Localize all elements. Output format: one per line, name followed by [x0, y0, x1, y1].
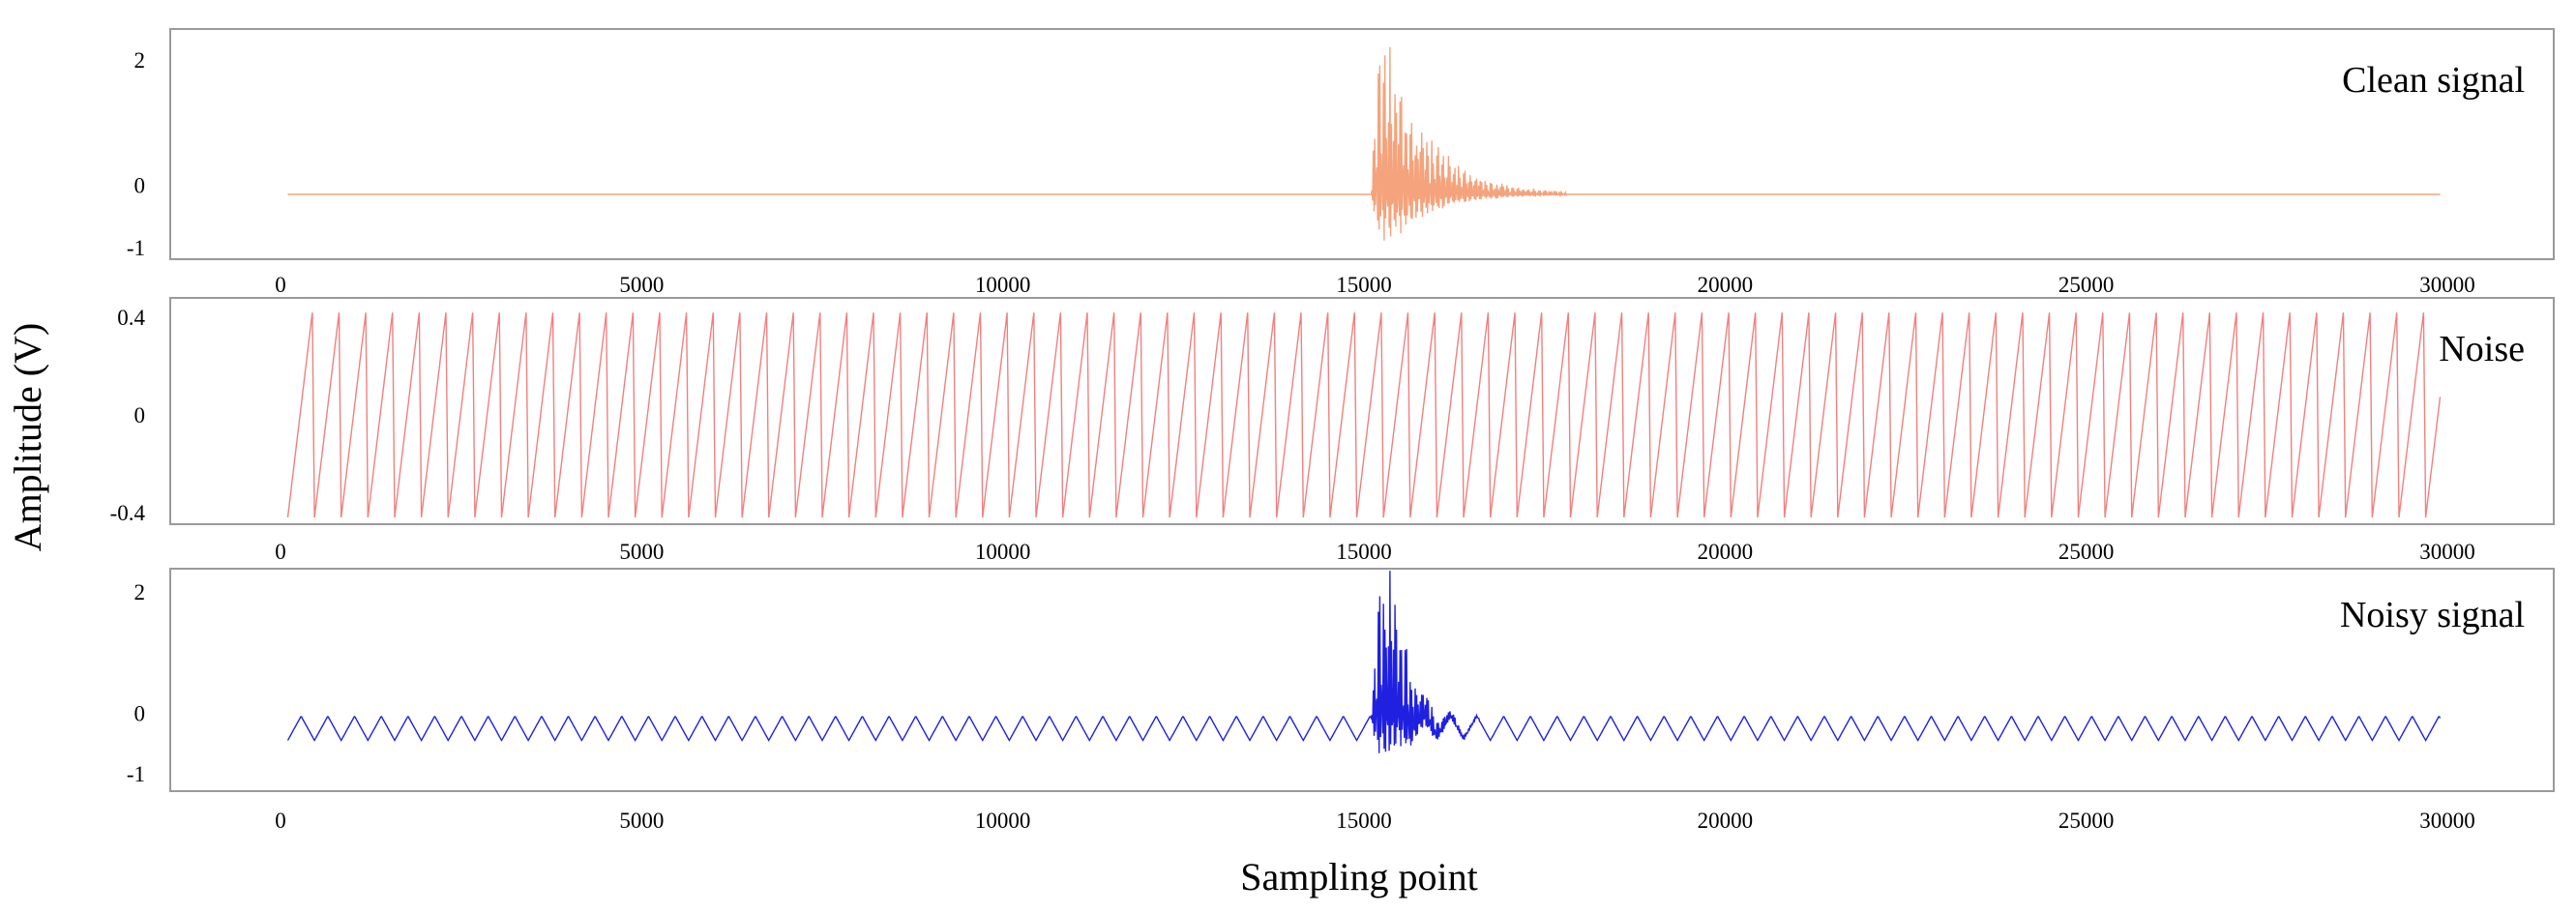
x-tick-label: 30000 — [2419, 540, 2475, 564]
panel-3: 0 5000 10000 15000 20000 25000 30000 2 0 -1 Noisy … — [127, 568, 2555, 833]
x-tick-label: 15000 — [1336, 540, 1392, 564]
x-tick-label: 5000 — [619, 273, 664, 297]
x-axis-title: Sampling point — [1240, 855, 1478, 898]
series-line — [287, 46, 2441, 241]
y-axis-title: Amplitude (V) — [6, 323, 49, 552]
panel-frame — [169, 568, 2555, 792]
panel-2: 0 5000 10000 15000 20000 25000 30000 0.4 0 -0.4 No… — [110, 297, 2555, 564]
x-tick-label: 0 — [275, 273, 286, 297]
y-tick-label: 0 — [134, 701, 146, 725]
x-tick-label: 20000 — [1698, 809, 1754, 833]
x-tick-label: 5000 — [619, 809, 664, 833]
panel-title: Noise — [2439, 329, 2525, 369]
x-tick-label: 30000 — [2419, 809, 2475, 833]
x-tick-label: 0 — [275, 809, 286, 833]
y-tick-label: 0 — [134, 173, 146, 197]
y-tick-label: -1 — [127, 236, 145, 260]
x-tick-label: 30000 — [2419, 273, 2475, 297]
x-tick-label: 10000 — [975, 273, 1031, 297]
series-line — [286, 312, 2442, 518]
x-tick-label: 25000 — [2058, 540, 2115, 564]
x-tick-label: 10000 — [975, 540, 1031, 564]
x-tick-label: 15000 — [1336, 809, 1392, 833]
panel-1: 0 5000 10000 15000 20000 25000 30000 2 0 -1 Clean … — [127, 28, 2555, 297]
x-tick-label: 25000 — [2058, 809, 2115, 833]
x-tick-label: 5000 — [619, 540, 664, 564]
y-tick-label: -1 — [127, 762, 145, 786]
y-tick-label: 2 — [134, 48, 146, 73]
x-tick-label: 10000 — [975, 809, 1031, 833]
x-tick-label: 20000 — [1698, 540, 1754, 564]
panels: 0 5000 10000 15000 20000 25000 3000020-1Clean … — [110, 28, 2555, 833]
panel-frame — [169, 28, 2555, 260]
x-tick-label: 25000 — [2058, 273, 2115, 297]
y-tick-label: 2 — [134, 580, 146, 604]
x-tick-label: 20000 — [1698, 273, 1754, 297]
panel-title: Clean signal — [2342, 60, 2525, 101]
y-tick-label: 0 — [134, 403, 146, 427]
panel-title: Noisy signal — [2340, 595, 2525, 635]
x-tick-label: 0 — [275, 540, 286, 564]
panel-frame — [169, 297, 2555, 525]
y-tick-label: -0.4 — [110, 501, 146, 525]
y-tick-label: 0.4 — [117, 306, 145, 330]
series-line — [286, 571, 2442, 753]
x-tick-label: 15000 — [1336, 273, 1392, 297]
